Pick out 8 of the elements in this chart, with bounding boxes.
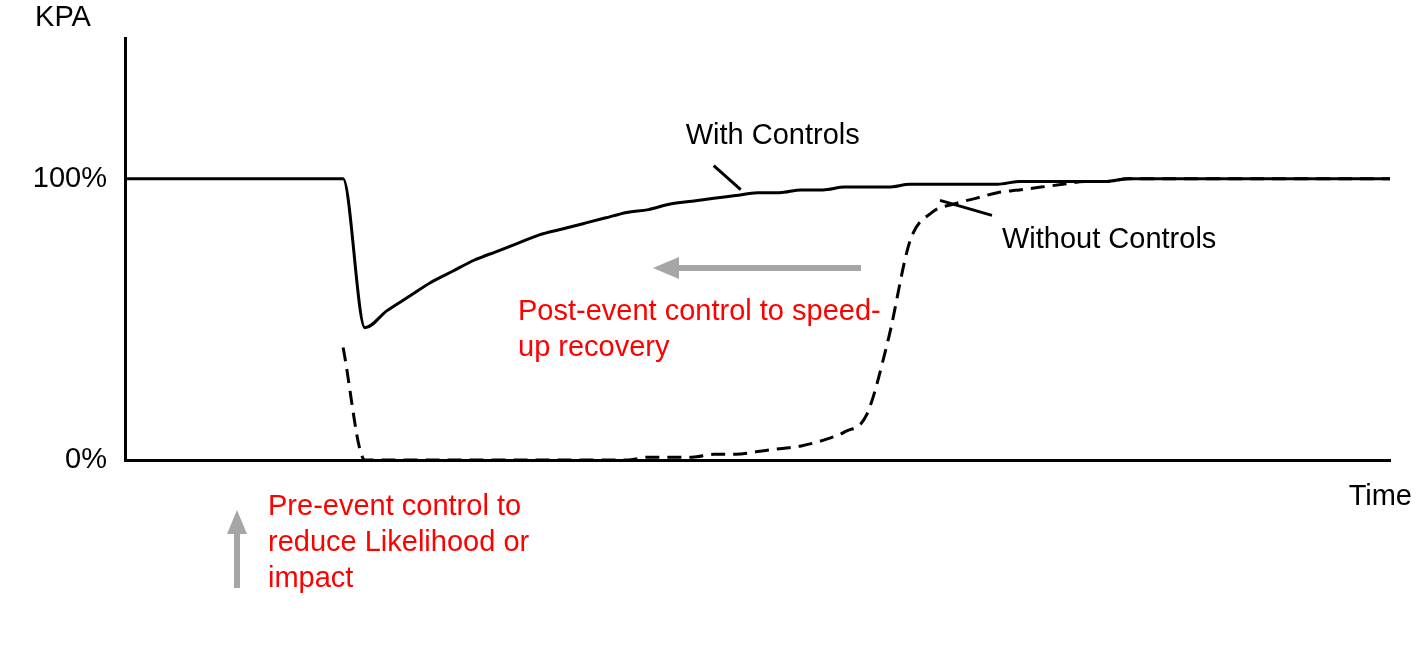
x-axis-title: Time: [1348, 478, 1412, 511]
y-tick-label: 100%: [32, 160, 107, 193]
series-label: Without Controls: [1001, 222, 1217, 255]
series-label: With Controls: [685, 117, 860, 150]
annotation: Post-event control to speed-up recovery: [518, 293, 882, 364]
y-axis-title: KPA: [35, 0, 92, 32]
y-tick-label: 0%: [65, 442, 107, 474]
text: Pre-event control to reduce Likelihood or impact: [268, 488, 531, 595]
